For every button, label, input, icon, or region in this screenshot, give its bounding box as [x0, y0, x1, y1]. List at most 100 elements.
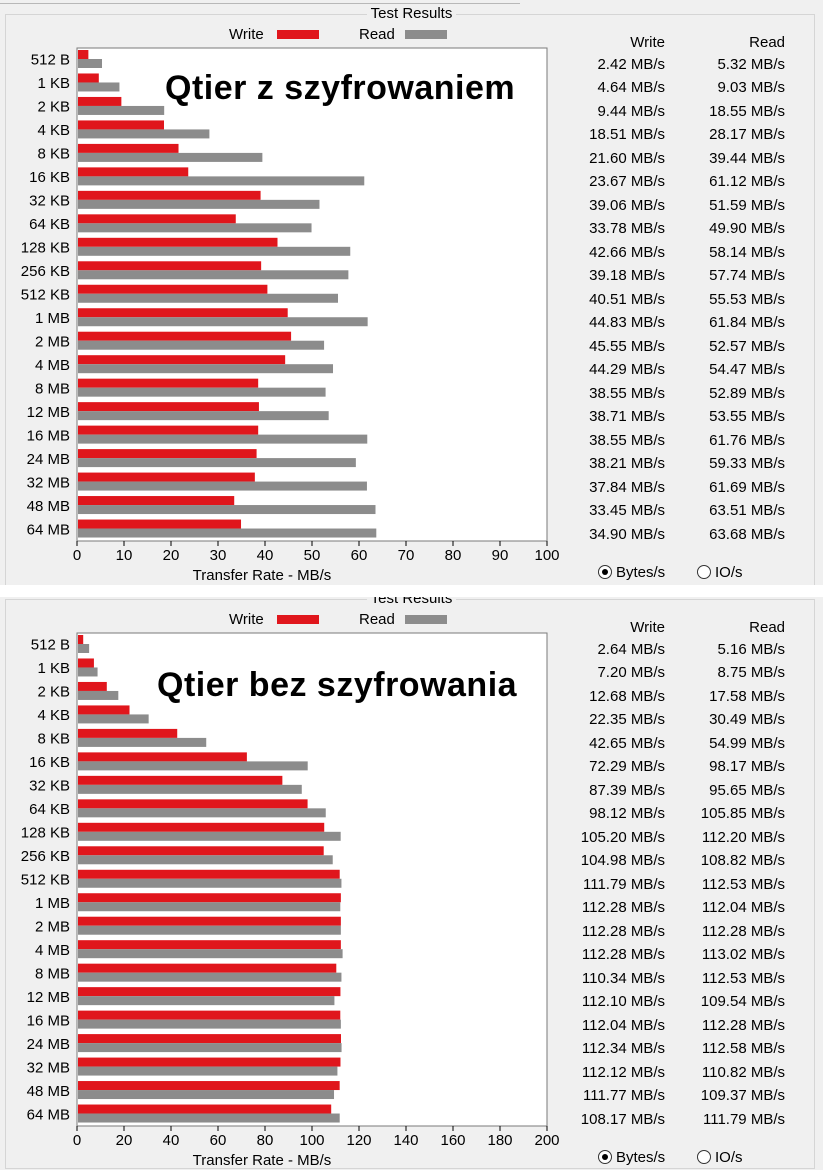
radio-unselected-icon[interactable]: [697, 565, 711, 579]
table-cell-read: 109.54 MB/s: [700, 993, 785, 1011]
radio-bytes-label: Bytes/s: [616, 564, 666, 581]
category-label: 4 MB: [35, 942, 70, 959]
write-bar: [78, 1057, 341, 1067]
radio-bytes[interactable]: Bytes/s: [598, 565, 665, 581]
table-cell-read: 39.44 MB/s: [709, 149, 785, 167]
category-label: 2 KB: [37, 99, 70, 116]
table-cell-read: 49.90 MB/s: [709, 220, 785, 238]
radio-io-label: IO/s: [715, 1149, 743, 1166]
category-label: 256 KB: [21, 263, 70, 280]
radio-selected-icon[interactable]: [598, 1150, 612, 1164]
category-label: 48 MB: [27, 498, 70, 515]
category-label: 512 KB: [21, 287, 70, 304]
category-label: 2 KB: [37, 684, 70, 701]
table-cell-read: 63.51 MB/s: [709, 502, 785, 520]
table-cell-write: 38.21 MB/s: [589, 455, 665, 473]
table-cell-read: 113.02 MB/s: [701, 946, 785, 964]
x-tick-label: 40: [257, 547, 274, 564]
category-label: 256 KB: [21, 848, 70, 865]
table-cell-read: 52.57 MB/s: [709, 337, 785, 355]
table-cell-write: 112.04 MB/s: [581, 1016, 665, 1034]
read-bar: [78, 808, 326, 818]
legend-read-swatch: [405, 30, 447, 39]
read-bar: [78, 129, 210, 139]
table-cell-read: 57.74 MB/s: [709, 267, 785, 285]
write-bar: [78, 237, 278, 247]
x-tick-label: 50: [304, 547, 321, 564]
write-bar: [78, 799, 308, 809]
write-bar: [78, 963, 337, 973]
read-bar: [78, 737, 207, 747]
table-cell-write: 38.55 MB/s: [589, 431, 665, 449]
category-label: 16 MB: [27, 1012, 70, 1029]
category-label: 16 KB: [29, 169, 70, 186]
write-bar: [78, 425, 259, 435]
write-bar: [78, 1034, 341, 1044]
table-cell-write: 87.39 MB/s: [589, 781, 665, 799]
read-bar: [78, 387, 326, 397]
category-label: 64 KB: [29, 801, 70, 818]
table-header-read: Read: [749, 619, 785, 636]
category-label: 512 KB: [21, 872, 70, 889]
radio-bytes-label: Bytes/s: [616, 1149, 666, 1166]
table-header-write: Write: [630, 34, 665, 51]
write-bar: [78, 846, 324, 856]
read-bar: [78, 1066, 338, 1076]
write-bar: [78, 50, 89, 59]
read-bar: [78, 505, 376, 515]
window-edge: [0, 0, 520, 4]
category-label: 1 KB: [37, 75, 70, 92]
table-cell-write: 39.06 MB/s: [589, 196, 665, 214]
x-tick-label: 120: [346, 1132, 371, 1149]
category-label: 4 MB: [35, 357, 70, 374]
read-bar: [78, 481, 367, 491]
table-cell-write: 45.55 MB/s: [589, 337, 665, 355]
table-cell-read: 54.47 MB/s: [709, 361, 785, 379]
radio-bytes[interactable]: Bytes/s: [598, 1150, 665, 1166]
category-label: 12 MB: [27, 404, 70, 421]
category-label: 8 MB: [35, 965, 70, 982]
read-bar: [78, 152, 263, 162]
category-label: 8 MB: [35, 380, 70, 397]
table-cell-write: 104.98 MB/s: [580, 852, 665, 870]
write-bar: [78, 167, 189, 177]
table-cell-write: 111.79 MB/s: [583, 875, 665, 893]
category-label: 24 MB: [27, 451, 70, 468]
write-bar: [78, 822, 325, 832]
table-cell-write: 42.66 MB/s: [589, 243, 665, 261]
write-bar: [78, 308, 288, 318]
radio-unselected-icon[interactable]: [697, 1150, 711, 1164]
category-label: 2 MB: [35, 918, 70, 935]
write-bar: [78, 472, 255, 482]
write-bar: [78, 73, 99, 83]
table-cell-write: 42.65 MB/s: [589, 734, 665, 752]
legend-read-label: Read: [359, 26, 395, 43]
write-bar: [78, 143, 179, 153]
radio-io[interactable]: IO/s: [697, 565, 743, 581]
radio-io[interactable]: IO/s: [697, 1150, 743, 1166]
read-bar: [78, 528, 377, 538]
bar-chart-unencrypted: 512 B 1 KB 2 KB 4 KB 8 KB 16 KB 32 KB 64 KB 128 …: [21, 632, 560, 1169]
category-label: 1 MB: [35, 310, 70, 327]
table-cell-read: 105.85 MB/s: [700, 805, 785, 823]
radio-selected-icon[interactable]: [598, 565, 612, 579]
test-results-title: Test Results: [366, 597, 457, 607]
write-bar: [78, 214, 236, 224]
table-cell-read: 61.12 MB/s: [709, 173, 785, 191]
test-results-title: Test Results: [366, 5, 457, 22]
read-bar: [78, 458, 356, 468]
table-cell-read: 5.16 MB/s: [717, 641, 785, 658]
category-label: 12 MB: [27, 989, 70, 1006]
read-bar: [78, 996, 335, 1006]
table-cell-read: 52.89 MB/s: [709, 384, 785, 402]
write-bar: [78, 869, 340, 879]
table-cell-write: 108.17 MB/s: [580, 1110, 665, 1128]
category-label: 8 KB: [37, 146, 70, 163]
table-cell-read: 112.28 MB/s: [701, 1016, 785, 1034]
table-cell-read: 63.68 MB/s: [709, 525, 785, 543]
read-bar: [78, 855, 333, 865]
write-bar: [78, 519, 242, 529]
x-tick-label: 10: [116, 547, 133, 564]
table-cell-read: 111.79 MB/s: [703, 1110, 785, 1128]
write-bar: [78, 378, 259, 388]
